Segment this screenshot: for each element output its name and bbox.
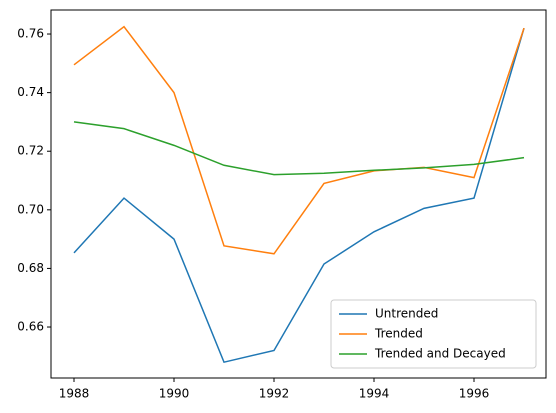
x-tick-label: 1990 (159, 387, 190, 401)
x-tick-label: 1992 (259, 387, 290, 401)
x-tick-label: 1996 (459, 387, 490, 401)
y-tick-label: 0.72 (17, 144, 44, 158)
y-tick-label: 0.70 (17, 202, 44, 216)
legend-label: Untrended (375, 307, 438, 321)
line-series (73, 27, 525, 364)
x-tick-label: 1988 (59, 387, 90, 401)
x-tick-label: 1994 (359, 387, 390, 401)
legend-label: Trended and Decayed (374, 347, 506, 361)
y-tick-label: 0.74 (17, 85, 44, 99)
line-series (73, 121, 525, 176)
y-tick-label: 0.68 (17, 261, 44, 275)
axes-frame (50, 9, 547, 379)
legend-label: Trended (374, 327, 423, 341)
legend-box (330, 299, 537, 369)
y-tick-label: 0.76 (17, 27, 44, 41)
y-tick-label: 0.66 (17, 320, 44, 334)
line-series (73, 25, 525, 255)
